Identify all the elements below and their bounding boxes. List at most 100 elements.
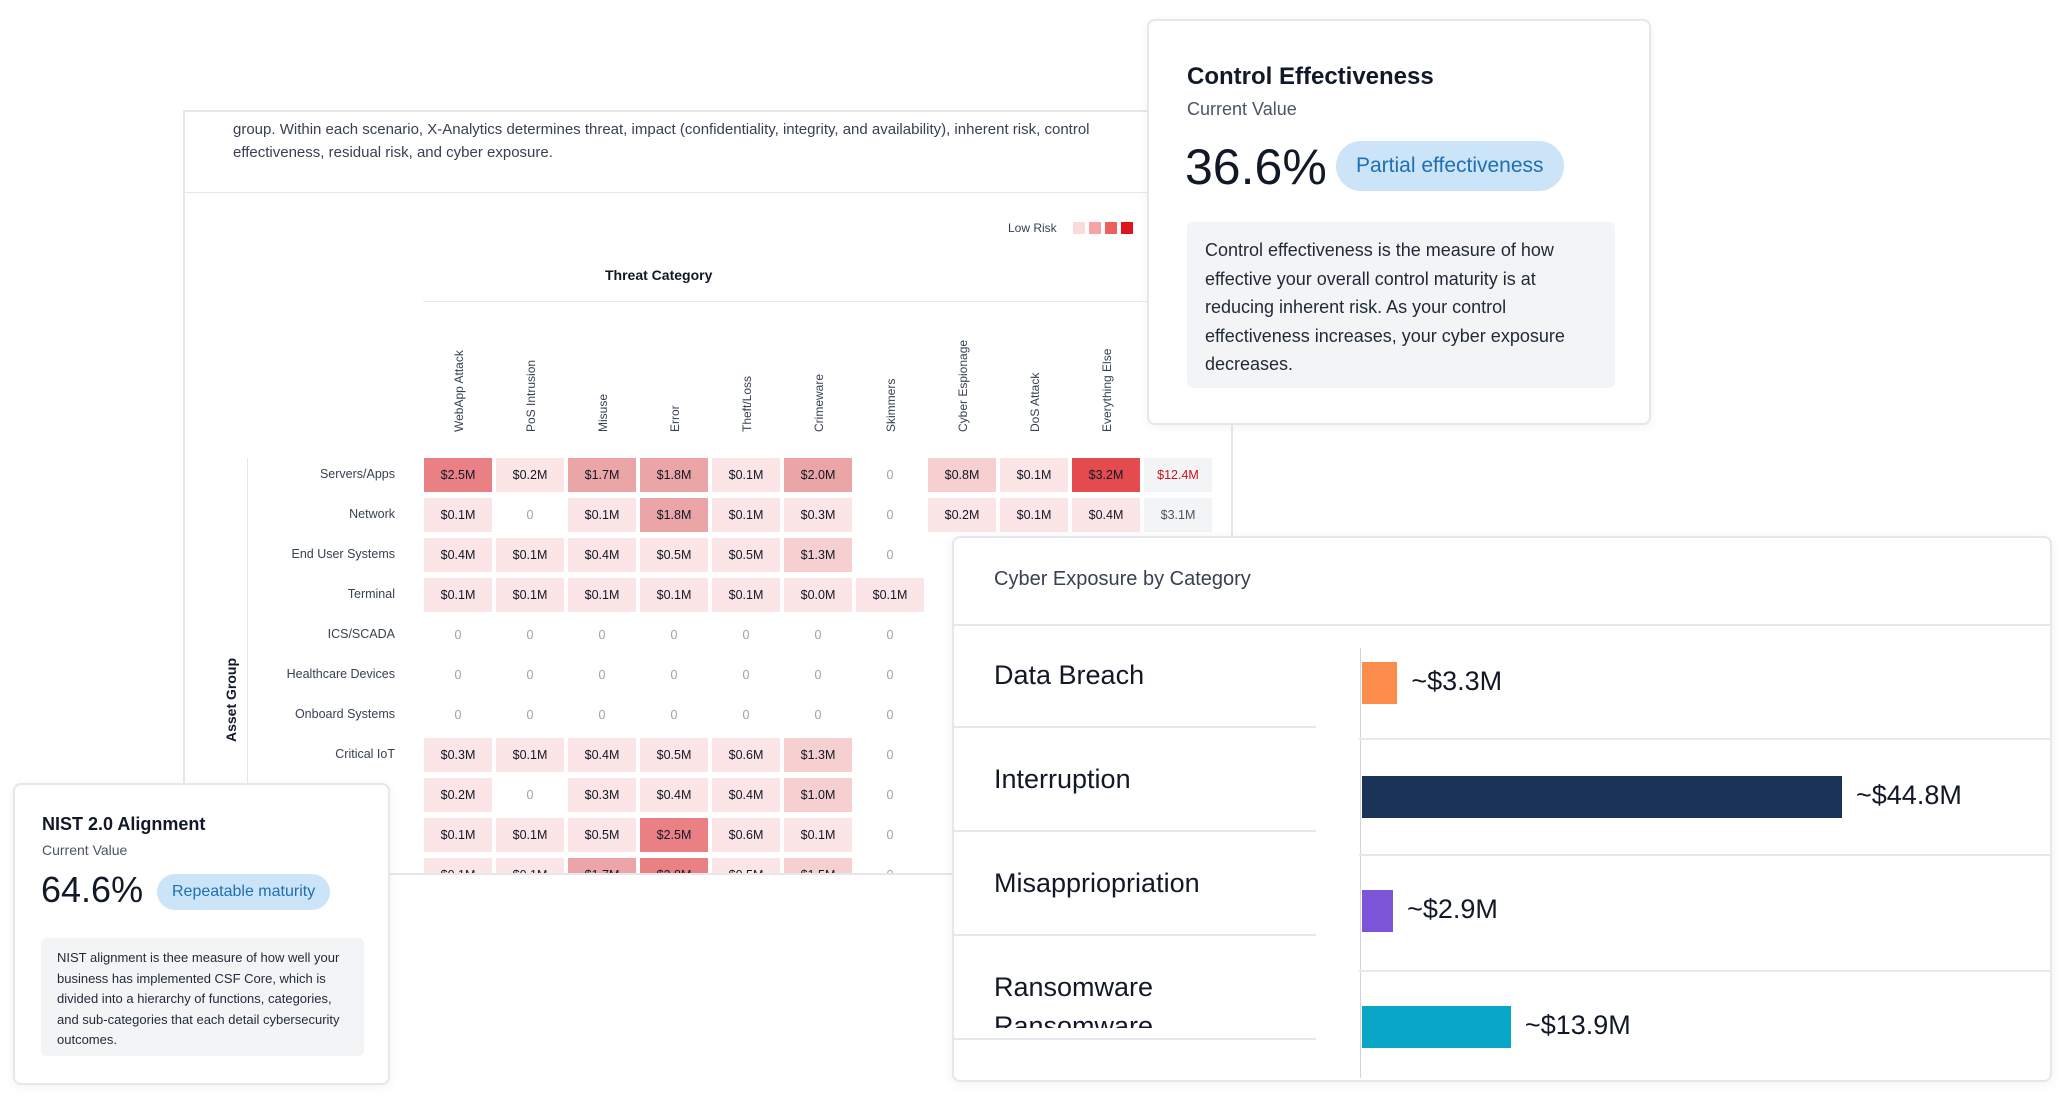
heatmap-cell[interactable]: $0.1M <box>496 738 564 772</box>
exposure-bar[interactable] <box>1362 662 1398 704</box>
heatmap-cell[interactable]: 0 <box>814 628 822 642</box>
cyber-exposure-title: Cyber Exposure by Category <box>994 568 1251 590</box>
heatmap-cell[interactable]: 0 <box>526 708 534 722</box>
heatmap-cell[interactable]: $0.1M <box>1000 458 1068 492</box>
heatmap-cell[interactable]: 0 <box>886 748 894 762</box>
effectiveness-badge: Partial effectiveness <box>1336 141 1564 191</box>
heatmap-cell[interactable]: 0 <box>886 828 894 842</box>
heatmap-cell[interactable]: $0.4M <box>568 538 636 572</box>
heatmap-cell[interactable]: $1.7M <box>568 858 636 873</box>
nist-alignment-card: NIST 2.0 Alignment Current Value 64.6% R… <box>13 783 390 1085</box>
cyber-exposure-header-rule <box>954 624 2050 626</box>
nist-card-title: NIST 2.0 Alignment <box>42 814 206 834</box>
heatmap-cell[interactable]: $1.5M <box>784 858 852 873</box>
heatmap-cell[interactable]: $0.5M <box>712 858 780 873</box>
heatmap-cell[interactable]: $1.7M <box>568 458 636 492</box>
heatmap-cell[interactable]: $0.4M <box>568 738 636 772</box>
bar-row-rule <box>1359 854 2050 856</box>
heatmap-cell[interactable]: 0 <box>598 628 606 642</box>
heatmap-cell[interactable]: $0.1M <box>784 818 852 852</box>
heatmap-cell[interactable]: 0 <box>598 668 606 682</box>
heatmap-cell[interactable]: 0 <box>454 708 462 722</box>
heatmap-cell[interactable]: 0 <box>886 468 894 482</box>
heatmap-cell[interactable]: $0.1M <box>712 458 780 492</box>
exposure-value-label: ~$13.9M <box>1524 1010 1631 1040</box>
heatmap-cell[interactable]: $0.2M <box>424 778 492 812</box>
heatmap-cell[interactable]: $3.2M <box>1072 458 1140 492</box>
heatmap-cell[interactable]: $1.3M <box>784 538 852 572</box>
heatmap-cell[interactable]: 0 <box>814 708 822 722</box>
heatmap-cell[interactable]: $0.1M <box>424 858 492 873</box>
heatmap-cell[interactable]: $0.1M <box>496 818 564 852</box>
heatmap-cell[interactable]: $0.4M <box>712 778 780 812</box>
heatmap-cell[interactable]: $0.1M <box>712 578 780 612</box>
exposure-bar[interactable] <box>1362 1006 1511 1048</box>
heatmap-cell[interactable]: 0 <box>598 708 606 722</box>
heatmap-cell[interactable]: $2.5M <box>424 458 492 492</box>
heatmap-cell[interactable]: $2.5M <box>640 818 708 852</box>
heatmap-cell[interactable]: 0 <box>886 668 894 682</box>
exposure-bar[interactable] <box>1362 776 1842 818</box>
intro-line-1: group. Within each scenario, X-Analytics… <box>233 121 1090 138</box>
heatmap-cell[interactable]: 0 <box>670 708 678 722</box>
heatmap-cell[interactable]: $0.5M <box>640 738 708 772</box>
heatmap-cell[interactable]: 0 <box>886 708 894 722</box>
heatmap-cell[interactable]: $0.4M <box>1072 498 1140 532</box>
heatmap-cell[interactable]: $0.5M <box>640 538 708 572</box>
heatmap-cell[interactable]: $0.2M <box>496 458 564 492</box>
heatmap-cell[interactable]: 0 <box>670 628 678 642</box>
heatmap-cell[interactable]: $0.0M <box>784 578 852 612</box>
heatmap-cell[interactable]: $0.1M <box>424 578 492 612</box>
heatmap-cell[interactable]: $0.4M <box>424 538 492 572</box>
heatmap-cell[interactable]: 0 <box>886 628 894 642</box>
heatmap-cell[interactable]: 0 <box>886 788 894 802</box>
heatmap-cell[interactable]: $0.3M <box>784 498 852 532</box>
heatmap-cell[interactable]: $0.6M <box>712 818 780 852</box>
heatmap-cell[interactable]: 0 <box>886 868 894 875</box>
heatmap-cell[interactable]: 0 <box>742 628 750 642</box>
heatmap-cell[interactable]: 0 <box>886 548 894 562</box>
heatmap-cell[interactable]: $0.1M <box>496 578 564 612</box>
heatmap-cell[interactable]: 0 <box>814 668 822 682</box>
heatmap-cell[interactable]: $0.1M <box>640 578 708 612</box>
heatmap-cell[interactable]: $0.1M <box>496 858 564 873</box>
heatmap-cell[interactable]: $2.8M <box>640 858 708 873</box>
heatmap-cell[interactable]: $0.8M <box>928 458 996 492</box>
legend-swatch-2 <box>1088 222 1101 234</box>
bar-row-rule <box>1359 970 2050 972</box>
heatmap-cell[interactable]: $0.3M <box>568 778 636 812</box>
heatmap-cell[interactable]: $1.8M <box>640 498 708 532</box>
heatmap-cell[interactable]: $12.4M <box>1144 458 1212 492</box>
heatmap-cell[interactable]: $0.1M <box>1000 498 1068 532</box>
exposure-bar[interactable] <box>1362 890 1394 932</box>
heatmap-cell[interactable]: 0 <box>454 668 462 682</box>
heatmap-cell[interactable]: $0.5M <box>568 818 636 852</box>
heatmap-cell[interactable]: $1.0M <box>784 778 852 812</box>
heatmap-cell[interactable]: $0.4M <box>640 778 708 812</box>
heatmap-cell[interactable]: 0 <box>454 628 462 642</box>
heatmap-cell[interactable]: 0 <box>886 508 894 522</box>
heatmap-cell[interactable]: $1.3M <box>784 738 852 772</box>
heatmap-cell[interactable]: 0 <box>742 668 750 682</box>
heatmap-cell[interactable]: $0.1M <box>424 498 492 532</box>
heatmap-cell[interactable]: 0 <box>742 708 750 722</box>
heatmap-cell[interactable]: $0.1M <box>856 578 924 612</box>
heatmap-cell[interactable]: $0.1M <box>424 818 492 852</box>
nist-description: NIST alignment is thee measure of how we… <box>41 938 364 1056</box>
heatmap-cell[interactable]: $0.6M <box>712 738 780 772</box>
heatmap-cell[interactable]: $0.1M <box>496 538 564 572</box>
heatmap-cell[interactable]: 0 <box>526 628 534 642</box>
heatmap-cell[interactable]: 0 <box>526 508 534 522</box>
heatmap-cell[interactable]: $0.5M <box>712 538 780 572</box>
heatmap-cell[interactable]: $0.3M <box>424 738 492 772</box>
heatmap-cell[interactable]: $0.1M <box>568 578 636 612</box>
heatmap-cell[interactable]: $3.1M <box>1144 498 1212 532</box>
heatmap-cell[interactable]: $2.0M <box>784 458 852 492</box>
heatmap-cell[interactable]: $1.8M <box>640 458 708 492</box>
heatmap-cell[interactable]: 0 <box>526 668 534 682</box>
heatmap-cell[interactable]: $0.2M <box>928 498 996 532</box>
heatmap-cell[interactable]: 0 <box>670 668 678 682</box>
heatmap-cell[interactable]: 0 <box>526 788 534 802</box>
heatmap-cell[interactable]: $0.1M <box>712 498 780 532</box>
heatmap-cell[interactable]: $0.1M <box>568 498 636 532</box>
